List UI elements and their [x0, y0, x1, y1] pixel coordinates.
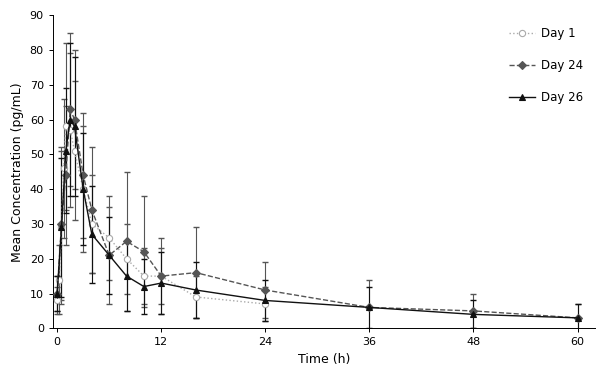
Day 26 [79, 187, 87, 192]
Day 1 [105, 236, 113, 240]
X-axis label: Time (h): Time (h) [298, 353, 350, 366]
Day 26 [158, 281, 165, 285]
Day 24 [192, 270, 199, 275]
Day 24 [105, 253, 113, 257]
Day 26 [58, 225, 65, 230]
Day 26 [470, 312, 477, 317]
Day 26 [67, 117, 74, 122]
Day 26 [123, 274, 130, 278]
Line: Day 1: Day 1 [54, 123, 268, 307]
Y-axis label: Mean Concentration (pg/mL): Mean Concentration (pg/mL) [11, 82, 24, 262]
Day 1 [67, 128, 74, 132]
Day 26 [140, 284, 147, 289]
Day 24 [470, 309, 477, 313]
Day 1 [79, 187, 87, 192]
Day 1 [192, 295, 199, 299]
Day 26 [88, 232, 96, 237]
Day 26 [105, 253, 113, 257]
Day 24 [67, 107, 74, 111]
Day 1 [58, 225, 65, 230]
Day 1 [53, 298, 61, 303]
Day 24 [158, 274, 165, 278]
Day 1 [140, 274, 147, 278]
Day 24 [123, 239, 130, 244]
Legend: Day 1, Day 24, Day 26: Day 1, Day 24, Day 26 [503, 21, 589, 110]
Day 24 [79, 173, 87, 178]
Line: Day 26: Day 26 [54, 116, 581, 321]
Day 24 [262, 288, 269, 292]
Day 24 [53, 291, 61, 296]
Day 26 [71, 124, 78, 129]
Day 1 [60, 166, 67, 170]
Day 24 [140, 250, 147, 254]
Day 26 [366, 305, 373, 310]
Day 26 [262, 298, 269, 303]
Day 26 [62, 149, 70, 153]
Day 26 [53, 291, 61, 296]
Day 24 [62, 173, 70, 178]
Day 1 [56, 277, 63, 282]
Day 1 [123, 256, 130, 261]
Day 24 [58, 222, 65, 226]
Day 24 [366, 305, 373, 310]
Day 24 [71, 117, 78, 122]
Day 1 [88, 222, 96, 226]
Day 1 [158, 274, 165, 278]
Day 24 [574, 316, 581, 320]
Day 1 [262, 302, 269, 306]
Line: Day 24: Day 24 [54, 106, 581, 321]
Day 1 [71, 149, 78, 153]
Day 1 [62, 124, 70, 129]
Day 26 [574, 316, 581, 320]
Day 26 [192, 288, 199, 292]
Day 24 [88, 208, 96, 212]
